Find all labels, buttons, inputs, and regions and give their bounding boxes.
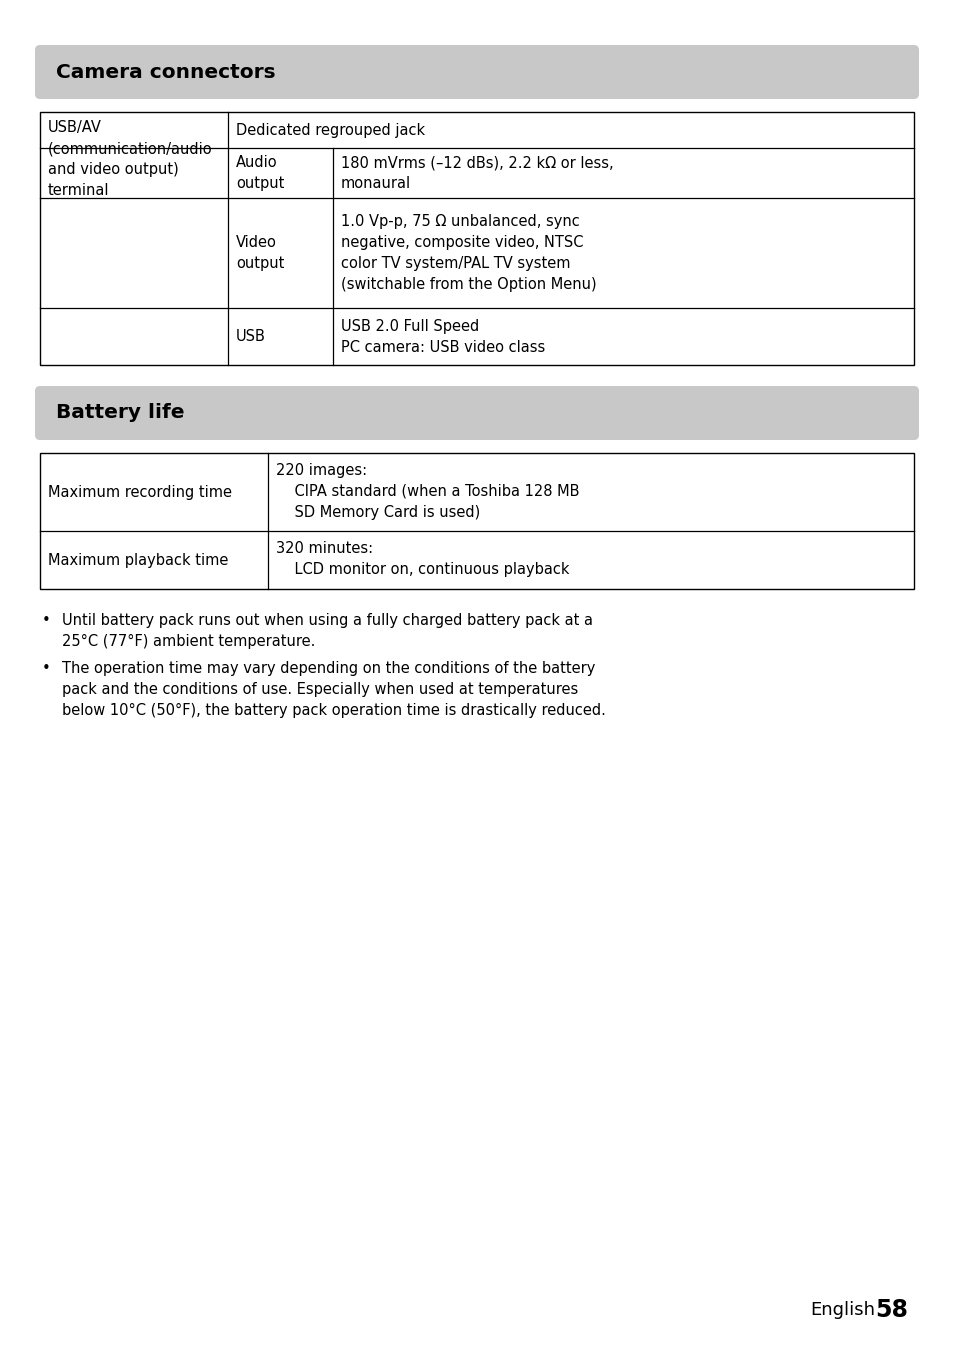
Text: English: English: [809, 1301, 874, 1319]
FancyBboxPatch shape: [35, 44, 918, 100]
Text: Video
output: Video output: [235, 235, 284, 270]
Text: Battery life: Battery life: [56, 404, 184, 422]
Text: The operation time may vary depending on the conditions of the battery
pack and : The operation time may vary depending on…: [62, 660, 605, 718]
Text: 58: 58: [874, 1298, 907, 1322]
Text: •: •: [42, 660, 51, 677]
Text: •: •: [42, 613, 51, 628]
Text: Maximum recording time: Maximum recording time: [48, 484, 232, 499]
Text: Camera connectors: Camera connectors: [56, 62, 275, 82]
Text: Until battery pack runs out when using a fully charged battery pack at a
25°C (7: Until battery pack runs out when using a…: [62, 613, 593, 650]
Text: 220 images:
    CIPA standard (when a Toshiba 128 MB
    SD Memory Card is used): 220 images: CIPA standard (when a Toshib…: [275, 463, 578, 521]
Text: Maximum playback time: Maximum playback time: [48, 553, 228, 568]
Bar: [40, 112, 913, 364]
Text: 1.0 Vp-p, 75 Ω unbalanced, sync
negative, composite video, NTSC
color TV system/: 1.0 Vp-p, 75 Ω unbalanced, sync negative…: [340, 214, 596, 292]
Text: 180 mVrms (–12 dBs), 2.2 kΩ or less,
monaural: 180 mVrms (–12 dBs), 2.2 kΩ or less, mon…: [340, 155, 613, 191]
Text: Audio
output: Audio output: [235, 155, 284, 191]
Text: 320 minutes:
    LCD monitor on, continuous playback: 320 minutes: LCD monitor on, continuous …: [275, 541, 569, 577]
FancyBboxPatch shape: [35, 386, 918, 440]
Text: USB: USB: [235, 330, 266, 344]
Text: USB/AV
(communication/audio
and video output)
terminal: USB/AV (communication/audio and video ou…: [48, 120, 213, 198]
Text: USB 2.0 Full Speed
PC camera: USB video class: USB 2.0 Full Speed PC camera: USB video …: [340, 319, 545, 355]
Bar: [40, 453, 913, 589]
Text: Dedicated regrouped jack: Dedicated regrouped jack: [235, 122, 425, 137]
